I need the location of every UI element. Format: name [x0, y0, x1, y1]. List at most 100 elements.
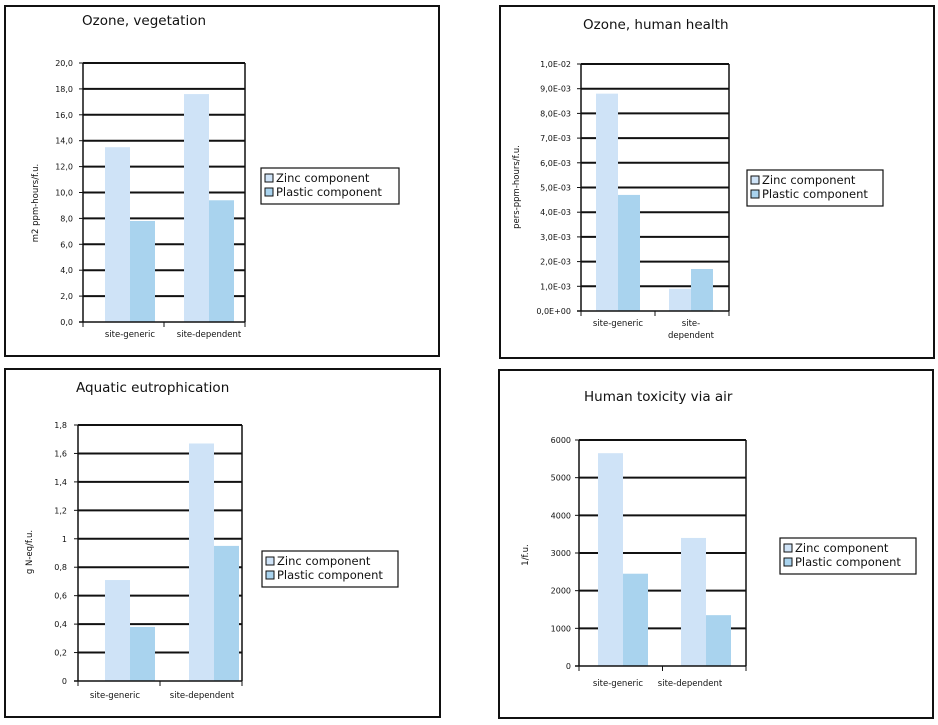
legend-entry: Plastic component [762, 187, 868, 201]
bar-plastic-component [209, 200, 234, 322]
chart-ozone-vegetation: Ozone, vegetation m2 ppm-hours/f.u. 0,0 2… [31, 13, 400, 340]
y-tick-label: 1,6 [54, 449, 67, 458]
plot-area: 0 0,2 0,4 0,6 0,8 1 1,2 1,4 1,6 1,8 site-generic si… [54, 421, 243, 701]
y-tick-label: 1 [62, 535, 67, 544]
bar-plastic-component [214, 545, 239, 681]
y-tick-label: 0 [566, 662, 571, 671]
chart-title: Ozone, human health [583, 17, 729, 33]
x-category-label: site-dependent [658, 679, 723, 689]
legend-entry: Zinc component [276, 171, 370, 185]
legend-swatch-plastic [265, 570, 275, 580]
chart-title: Human toxicity via air [584, 389, 733, 405]
y-tick-label: 0,6 [54, 592, 67, 601]
y-tick-label: 0 [62, 677, 67, 686]
chart-aquatic-eutrophication: Aquatic eutrophication g N-eq/f.u. 00,20… [25, 380, 399, 701]
y-tick-label: 1,8 [54, 421, 67, 430]
y-tick-label: 4,0E-03 [540, 208, 571, 217]
y-tick-label: 6000 [551, 436, 571, 445]
y-tick-label: 5,0E-03 [540, 184, 571, 193]
y-tick-label: 1,0E-03 [540, 282, 571, 291]
y-tick-label: 8,0 [60, 214, 73, 223]
y-tick-label: 1,0E-02 [540, 60, 571, 69]
bar-zinc-component [598, 453, 623, 666]
legend-swatch-plastic [750, 189, 760, 199]
legend-box [779, 537, 917, 575]
y-tick-label: 6,0E-03 [540, 159, 571, 168]
y-tick-label: 16,0 [55, 111, 73, 120]
y-axis-label: 1/f.u. [521, 544, 531, 565]
y-tick-label: 5000 [551, 474, 571, 483]
y-tick-label: 9,0E-03 [540, 85, 571, 94]
bar-zinc-component [681, 537, 706, 666]
y-tick-label: 4,0 [60, 266, 73, 275]
y-tick-label: 4000 [551, 511, 571, 520]
bar-zinc-component [669, 288, 691, 311]
legend-swatch-zinc [265, 556, 275, 566]
legend-entry: Zinc component [795, 541, 889, 555]
bar-plastic-component [618, 194, 640, 311]
legend-swatch-zinc [783, 543, 793, 553]
y-tick-label: 2000 [551, 587, 571, 596]
chart-title: Ozone, vegetation [82, 13, 206, 29]
legend-box [260, 167, 400, 205]
x-category-label: site-dependent [170, 691, 235, 701]
chart-ozone-human-health: Ozone, human health pers-ppm-hours/f.u. … [512, 17, 884, 341]
plot-area: 0,0E+00 1,0E-03 2,0E-03 3,0E-03 4,0E-03 5,0E-… [536, 60, 730, 341]
bar-zinc-component [596, 93, 618, 311]
legend-entry: Plastic component [795, 555, 901, 569]
y-tick-label: 0,0 [60, 318, 73, 327]
y-tick-label: 20,0 [55, 59, 73, 68]
y-tick-label: 18,0 [55, 85, 73, 94]
bar-zinc-component [189, 443, 214, 681]
plot-area: 0,0 2,0 4,0 6,0 8,0 10,0 12,0 14,0 16,0 18,0 20,0 s… [55, 59, 246, 340]
chart-panel-ozone-vegetation: Ozone, vegetation m2 ppm-hours/f.u. 0,0 2… [4, 5, 440, 357]
y-tick-label: 0,4 [54, 620, 67, 629]
plot-area: 0 1000 2000 3000 4000 5000 6000 site-generic sit… [551, 436, 747, 689]
y-tick-label: 8,0E-03 [540, 109, 571, 118]
x-category-label: site-generic [90, 691, 141, 701]
y-tick-label: 3,0E-03 [540, 233, 571, 242]
legend-swatch-plastic [264, 187, 274, 197]
legend-entry: Plastic component [276, 185, 382, 199]
legend-entry: Plastic component [277, 568, 383, 582]
y-tick-label: 12,0 [55, 163, 73, 172]
legend-box [261, 550, 399, 588]
y-axis-label: g N-eq/f.u. [25, 530, 35, 574]
y-tick-label: 0,8 [54, 563, 67, 572]
bar-plastic-component [130, 626, 155, 681]
y-tick-label: 0,0E+00 [536, 307, 571, 316]
bar-plastic-component [691, 269, 713, 311]
y-tick-label: 6,0 [60, 240, 73, 249]
chart-human-toxicity-via-air: Human toxicity via air 1/f.u. 0 1000 2000 3… [521, 389, 917, 689]
chart-panel-ozone-human-health: Ozone, human health pers-ppm-hours/f.u. … [499, 5, 935, 359]
x-category-label: site-generic [105, 330, 156, 340]
legend-entry: Zinc component [277, 554, 371, 568]
x-category-label: site-dependent [668, 319, 715, 341]
y-tick-label: 10,0 [55, 189, 73, 198]
y-tick-label: 2,0E-03 [540, 258, 571, 267]
bar-zinc-component [105, 580, 130, 681]
bar-zinc-component [184, 94, 209, 322]
y-tick-label: 1,2 [54, 506, 67, 515]
y-tick-label: 7,0E-03 [540, 134, 571, 143]
y-tick-label: 1,4 [54, 478, 67, 487]
y-axis-label: pers-ppm-hours/f.u. [512, 145, 522, 229]
y-tick-label: 2,0 [60, 292, 73, 301]
legend-swatch-zinc [264, 173, 274, 183]
chart-panel-aquatic-eutrophication: Aquatic eutrophication g N-eq/f.u. 0 0,2 0… [4, 368, 441, 718]
y-tick-label: 3000 [551, 549, 571, 558]
y-axis-label: m2 ppm-hours/f.u. [31, 164, 41, 242]
bar-plastic-component [623, 573, 648, 666]
x-category-label: site-dependent [177, 330, 242, 340]
y-tick-label: 14,0 [55, 137, 73, 146]
bar-plastic-component [706, 615, 731, 666]
chart-title: Aquatic eutrophication [76, 380, 229, 396]
bar-zinc-component [105, 147, 130, 322]
legend-swatch-plastic [783, 557, 793, 567]
legend-box [746, 169, 884, 207]
y-tick-label: 1000 [551, 624, 571, 633]
